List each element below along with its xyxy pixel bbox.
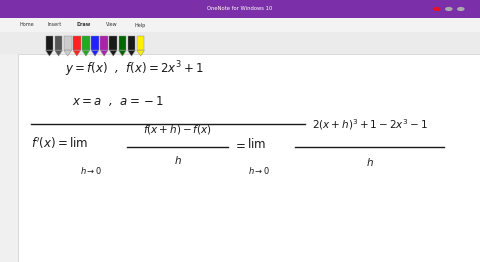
Polygon shape xyxy=(46,50,53,56)
Polygon shape xyxy=(109,50,117,56)
Bar xyxy=(64,36,72,50)
Polygon shape xyxy=(82,50,90,56)
Bar xyxy=(0,54,18,262)
Text: View: View xyxy=(106,23,117,28)
Text: Insert: Insert xyxy=(48,23,62,28)
Bar xyxy=(73,36,81,50)
Bar xyxy=(0,54,480,262)
Polygon shape xyxy=(137,50,144,56)
Text: Home: Home xyxy=(19,23,34,28)
Bar xyxy=(137,36,144,50)
Polygon shape xyxy=(100,50,108,56)
Bar xyxy=(100,36,108,50)
Text: $f(x+h) - f(x)$: $f(x+h) - f(x)$ xyxy=(143,123,212,136)
Circle shape xyxy=(457,7,465,11)
Polygon shape xyxy=(73,50,81,56)
Text: $x = a$  ,  $a = -1$: $x = a$ , $a = -1$ xyxy=(72,94,164,108)
Circle shape xyxy=(433,7,441,11)
Polygon shape xyxy=(119,50,126,56)
Polygon shape xyxy=(128,50,135,56)
Bar xyxy=(91,36,99,50)
Text: $h \to 0$: $h \to 0$ xyxy=(248,165,270,176)
Bar xyxy=(0,0,480,18)
Text: $h$: $h$ xyxy=(174,154,181,166)
Bar xyxy=(0,32,480,54)
Bar xyxy=(46,36,53,50)
Polygon shape xyxy=(91,50,99,56)
Polygon shape xyxy=(64,50,72,56)
Text: $2(x+h)^3 + 1 - 2x^3 - 1$: $2(x+h)^3 + 1 - 2x^3 - 1$ xyxy=(312,117,428,132)
Bar xyxy=(109,36,117,50)
Bar xyxy=(128,36,135,50)
Text: Draw: Draw xyxy=(77,23,91,28)
Text: $f'(x) = \lim$: $f'(x) = \lim$ xyxy=(31,135,88,151)
Circle shape xyxy=(445,7,453,11)
Bar xyxy=(55,36,62,50)
Text: $\lim$: $\lim$ xyxy=(247,137,266,151)
Text: $y = f(x)$  ,  $f(x) = 2x^3 + 1$: $y = f(x)$ , $f(x) = 2x^3 + 1$ xyxy=(65,59,204,79)
Bar xyxy=(18,54,480,262)
Text: $=$: $=$ xyxy=(233,138,246,151)
Text: OneNote for Windows 10: OneNote for Windows 10 xyxy=(207,7,273,12)
Bar xyxy=(82,36,90,50)
Text: $h \to 0$: $h \to 0$ xyxy=(80,165,102,176)
Bar xyxy=(119,36,126,50)
Bar xyxy=(0,18,480,32)
Polygon shape xyxy=(55,50,62,56)
Text: $h$: $h$ xyxy=(366,156,373,168)
Text: Help: Help xyxy=(134,23,145,28)
